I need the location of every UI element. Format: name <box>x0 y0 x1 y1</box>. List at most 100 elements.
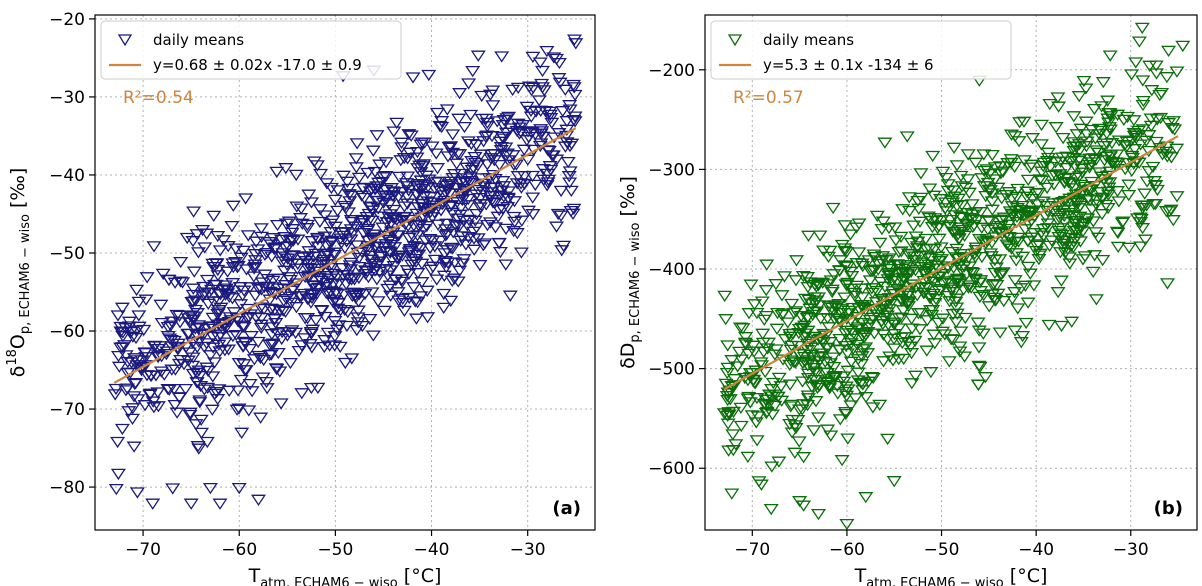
scatter-point <box>866 328 882 340</box>
scatter-point <box>187 295 204 307</box>
x-tick-label: −60 <box>221 540 257 560</box>
scatter-point <box>842 229 859 241</box>
scatter-point <box>917 268 933 281</box>
scatter-point <box>476 136 492 148</box>
scatter-point <box>423 264 439 276</box>
scatter-point <box>866 249 882 261</box>
scatter-point <box>182 317 198 329</box>
scatter-point <box>1091 129 1108 141</box>
scatter-point <box>964 199 980 211</box>
scatter-point <box>525 192 541 204</box>
scatter-point <box>318 240 335 252</box>
scatter-point <box>1116 114 1132 126</box>
scatter-point <box>432 185 448 198</box>
scatter-point <box>1149 184 1165 197</box>
scatter-point <box>544 117 560 130</box>
scatter-point <box>843 400 859 412</box>
scatter-point <box>920 211 936 223</box>
scatter-point <box>241 405 257 417</box>
scatter-point <box>303 259 319 271</box>
scatter-point <box>131 310 147 322</box>
scatter-point <box>981 301 997 313</box>
scatter-point <box>764 461 780 473</box>
scatter-point <box>301 246 317 258</box>
scatter-point <box>401 268 417 281</box>
scatter-point <box>951 233 967 245</box>
scatter-point <box>1006 287 1023 299</box>
scatter-point <box>312 204 328 216</box>
scatter-point <box>519 101 535 114</box>
scatter-point <box>128 378 144 390</box>
scatter-point <box>1159 278 1176 290</box>
scatter-point <box>1071 225 1087 237</box>
scatter-point <box>949 308 965 320</box>
scatter-point <box>1067 233 1084 245</box>
scatter-point <box>809 295 825 307</box>
scatter-point <box>559 116 575 128</box>
scatter-point <box>1031 239 1047 251</box>
scatter-point <box>172 317 188 329</box>
scatter-point <box>1007 237 1023 249</box>
scatter-point <box>894 275 910 287</box>
y-tick-label: −400 <box>648 260 695 280</box>
scatter-point <box>809 379 825 391</box>
scatter-point <box>465 65 481 78</box>
scatter-point <box>1020 174 1036 186</box>
scatter-point <box>1159 72 1175 84</box>
scatter-point <box>858 492 874 504</box>
scatter-point <box>400 171 416 183</box>
scatter-point <box>389 117 405 130</box>
scatter-point <box>505 150 521 162</box>
scatter-point <box>383 290 399 302</box>
scatter-point <box>1024 133 1041 145</box>
scatter-point <box>886 317 902 329</box>
scatter-point <box>749 435 765 447</box>
scatter-point <box>335 170 352 182</box>
scatter-point <box>1010 183 1026 196</box>
scatter-point <box>299 223 315 235</box>
y-tick-label: −200 <box>648 61 695 81</box>
scatter-point <box>1026 205 1042 217</box>
scatter-point <box>167 277 183 289</box>
scatter-point <box>834 239 850 252</box>
scatter-point <box>294 388 310 400</box>
scatter-point <box>987 174 1003 186</box>
scatter-point <box>960 282 977 294</box>
scatter-point <box>823 275 839 287</box>
scatter-point <box>1081 162 1098 174</box>
scatter-point <box>121 316 137 328</box>
scatter-point <box>1065 153 1082 165</box>
scatter-point <box>1023 159 1039 171</box>
scatter-point <box>269 364 285 376</box>
scatter-point <box>434 116 450 128</box>
scatter-point <box>416 159 432 171</box>
x-axis-label: Tatm, ECHAM6 − wiso [°C] <box>854 565 1048 586</box>
scatter-point <box>377 264 393 276</box>
scatter-point <box>956 253 972 265</box>
scatter-point <box>774 290 790 302</box>
scatter-point <box>930 317 947 329</box>
scatter-point <box>1033 119 1050 132</box>
scatter-point <box>264 322 281 334</box>
scatter-point <box>1015 251 1031 263</box>
scatter-point <box>153 299 169 311</box>
scatter-point <box>378 171 394 183</box>
scatter-point <box>420 312 436 324</box>
scatter-point <box>536 85 552 97</box>
scatter-point <box>273 234 290 247</box>
scatter-point <box>225 331 241 343</box>
scatter-point <box>919 315 935 327</box>
scatter-point <box>238 365 254 377</box>
scatter-point <box>210 332 226 344</box>
scatter-point <box>467 215 483 227</box>
scatter-point <box>446 169 462 181</box>
scatter-point <box>788 255 805 267</box>
scatter-point <box>413 219 429 231</box>
scatter-point <box>840 365 856 377</box>
scatter-point <box>185 283 201 295</box>
scatter-point <box>212 498 228 510</box>
scatter-point <box>919 345 935 357</box>
scatter-point <box>498 223 514 236</box>
scatter-point <box>815 245 832 257</box>
scatter-point <box>267 304 283 316</box>
